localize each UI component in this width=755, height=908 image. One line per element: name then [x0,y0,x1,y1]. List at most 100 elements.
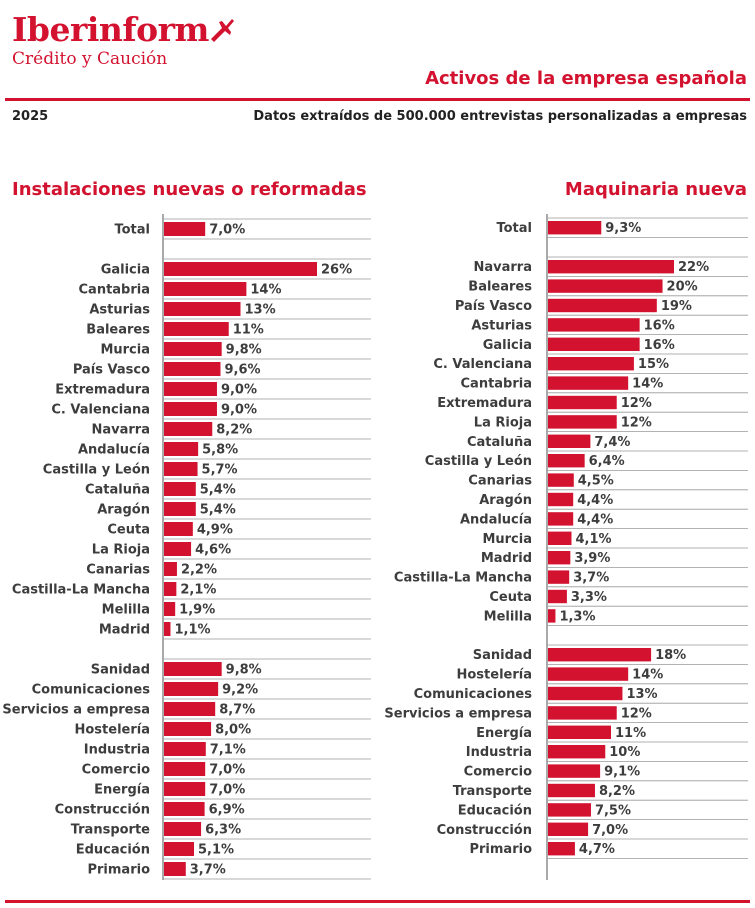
data-label: 20% [667,280,698,295]
category-label: Andalucía [78,443,150,458]
bar [164,742,206,756]
category-label: Murcia [100,343,150,358]
data-label: 5,1% [198,843,234,858]
chart-title-instalaciones: Instalaciones nuevas o reformadas [12,179,367,200]
category-label: C. Valenciana [433,357,532,372]
data-label: 12% [621,415,652,430]
category-label: Navarra [474,260,533,275]
data-label: 7,0% [209,223,245,238]
bar [548,589,567,604]
bar [164,462,198,476]
category-label: Primario [87,863,150,878]
data-label: 16% [644,318,675,333]
data-label: 9,8% [226,343,262,358]
data-label: 9,0% [221,383,257,398]
category-label: Comunicaciones [414,687,533,702]
category-label: Servicios a empresa [2,703,150,718]
bar [164,302,241,316]
bar [164,822,202,836]
bar [548,745,606,759]
data-label: 4,5% [578,474,614,489]
category-label: La Rioja [474,415,532,430]
category-label: Hostelería [75,723,151,738]
category-label: Total [496,221,532,236]
category-label: Madrid [481,551,532,566]
bar [164,342,222,356]
data-label: 4,6% [195,543,231,558]
data-label: 8,2% [216,423,252,438]
data-label: 13% [626,687,657,702]
header-rule [5,98,750,101]
bar [548,570,570,584]
bar [164,282,247,296]
data-label: 3,7% [573,571,609,586]
category-label: Andalucía [460,512,532,527]
bar [548,260,674,274]
data-label: 9,2% [222,683,258,698]
data-label: 12% [621,396,652,411]
data-label: 9,1% [604,765,640,780]
category-label: Aragón [97,503,150,518]
category-label: Baleares [468,280,532,295]
bar [164,502,196,516]
bar [164,482,196,496]
category-label: Energía [94,783,150,798]
data-label: 4,4% [577,512,613,527]
data-label: 6,3% [205,823,241,838]
category-label: Castilla-La Mancha [394,571,532,586]
bar [548,357,634,371]
category-label: Transporte [453,784,532,799]
bar [164,362,221,376]
category-label: Galicia [101,263,150,278]
data-label: 8,7% [219,703,255,718]
category-label: Cataluña [85,483,150,498]
category-label: Castilla y León [43,463,150,478]
category-label: Aragón [479,493,532,508]
page-subtitle: Datos extraídos de 500.000 entrevistas p… [253,109,747,124]
bar [164,562,177,576]
bar [548,434,591,448]
bar [548,298,657,313]
bar [164,862,186,876]
bar [164,522,193,536]
data-label: 1,1% [174,623,210,638]
data-label: 15% [638,357,669,372]
bar [548,803,591,817]
data-label: 9,3% [605,221,641,236]
category-label: Madrid [99,623,150,638]
bar [548,512,574,526]
data-label: 13% [245,303,276,318]
category-label: Extremadura [55,383,150,398]
category-label: País Vasco [73,363,150,378]
bar [548,318,640,332]
data-label: 12% [621,706,652,721]
footer-rule [5,900,750,903]
bar [164,622,171,636]
category-label: Comercio [464,765,532,780]
chart-title-maquinaria: Maquinaria nueva [564,179,747,200]
bar [164,322,229,336]
bar [548,279,663,293]
category-label: Ceuta [107,523,150,538]
data-label: 11% [233,323,264,338]
category-label: C. Valenciana [51,403,150,418]
category-label: País Vasco [455,299,532,314]
category-label: Educación [458,803,532,818]
bar [548,842,575,856]
bar [164,682,219,696]
bar [164,422,213,436]
bar [164,722,212,736]
data-label: 7,0% [209,763,245,778]
category-label: Canarias [86,563,150,578]
data-label: 22% [678,260,709,275]
bar [164,782,206,796]
data-label: 8,0% [215,723,251,738]
category-label: Total [114,223,150,238]
data-label: 4,1% [575,532,611,547]
category-label: Castilla-La Mancha [12,583,150,598]
category-label: Comunicaciones [32,683,151,698]
data-label: 3,7% [190,863,226,878]
category-label: Educación [76,843,150,858]
bar [548,531,572,545]
data-label: 14% [632,377,663,392]
